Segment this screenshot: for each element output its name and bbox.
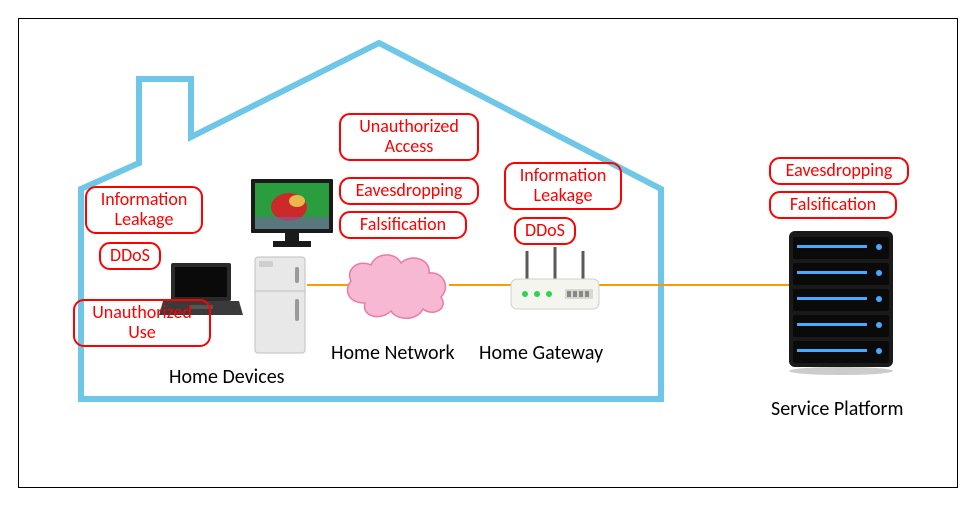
label-service-platform: Service Platform (771, 397, 904, 421)
server-icon (781, 225, 901, 375)
tv-icon (249, 177, 335, 249)
label-home-network: Home Network (331, 341, 455, 365)
router-icon (505, 245, 605, 317)
threat-ddos-2: DDoS (514, 217, 576, 245)
label-home-gateway: Home Gateway (479, 341, 603, 365)
threat-eaves-2: Eavesdropping (769, 157, 909, 185)
threat-falsif-2: Falsification (769, 191, 897, 219)
threat-ddos-1: DDoS (99, 242, 161, 270)
threat-falsif-1: Falsification (339, 211, 467, 239)
threat-info-leak-1: Information Leakage (85, 186, 203, 234)
label-home-devices: Home Devices (169, 365, 284, 389)
fridge-icon (253, 255, 307, 355)
cloud-icon (337, 247, 457, 323)
threat-unauth-access: Unauthorized Access (339, 113, 479, 161)
threat-unauth-use: Unauthorized Use (73, 299, 211, 347)
threat-eaves-1: Eavesdropping (339, 177, 479, 205)
connection-router-server (599, 284, 799, 286)
diagram-canvas: Information Leakage DDoS Unauthorized Us… (18, 18, 958, 488)
threat-info-leak-2: Information Leakage (504, 162, 622, 210)
